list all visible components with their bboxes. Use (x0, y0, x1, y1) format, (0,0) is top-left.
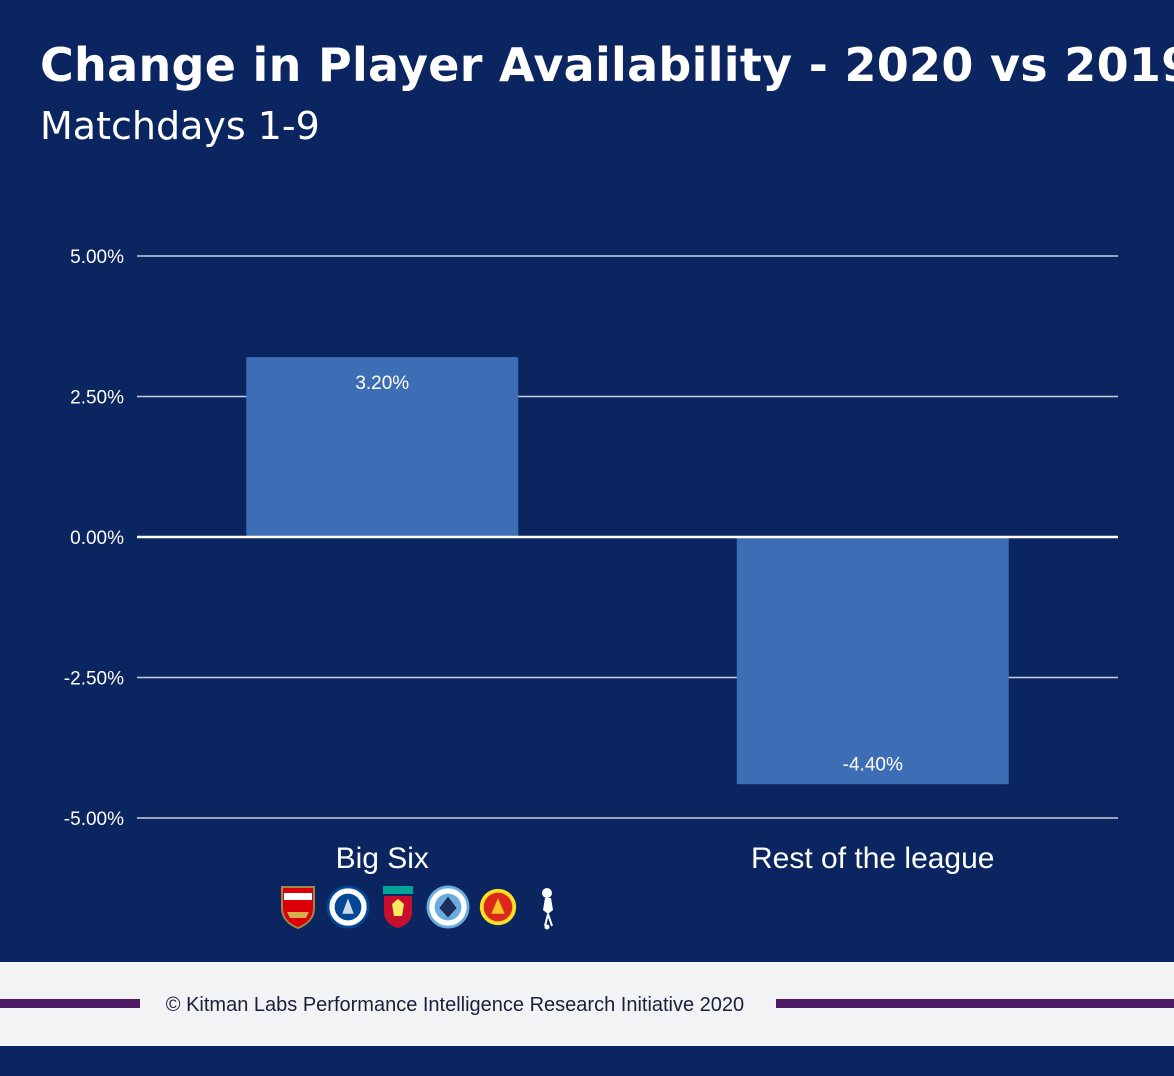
y-tick-label: 5.00% (70, 247, 124, 268)
y-tick-label: 2.50% (70, 388, 124, 409)
manchester-united-crest-icon (476, 884, 520, 930)
footer-copyright-text: © Kitman Labs Performance Intelligence R… (159, 994, 751, 1016)
liverpool-crest-icon (376, 884, 420, 930)
footer-line-right (776, 999, 1174, 1008)
y-tick-label: 0.00% (70, 528, 124, 549)
data-label: -4.40% (843, 754, 903, 775)
big-six-crests (276, 884, 570, 930)
x-tick-label: Rest of the league (751, 842, 995, 875)
y-tick-label: -2.50% (64, 669, 124, 690)
chart-title: Change in Player Availability - 2020 vs … (40, 38, 1174, 92)
tottenham-crest-icon (526, 884, 570, 930)
chart-subtitle: Matchdays 1-9 (40, 104, 320, 148)
bar-chart: 5.00% 2.50% 0.00% -2.50% -5.00% 3.20% Big Six -… (64, 247, 1118, 875)
manchester-city-crest-icon (426, 884, 470, 930)
data-label: 3.20% (355, 373, 409, 394)
x-tick-label: Big Six (336, 842, 429, 875)
footer-line-left (0, 999, 140, 1008)
chelsea-crest-icon (326, 884, 370, 930)
bar (246, 357, 519, 537)
footer-copyright: © Kitman Labs Performance Intelligence R… (0, 994, 908, 1017)
arsenal-crest-icon (276, 884, 320, 930)
bar (736, 537, 1009, 785)
y-tick-label: -5.00% (64, 809, 124, 830)
